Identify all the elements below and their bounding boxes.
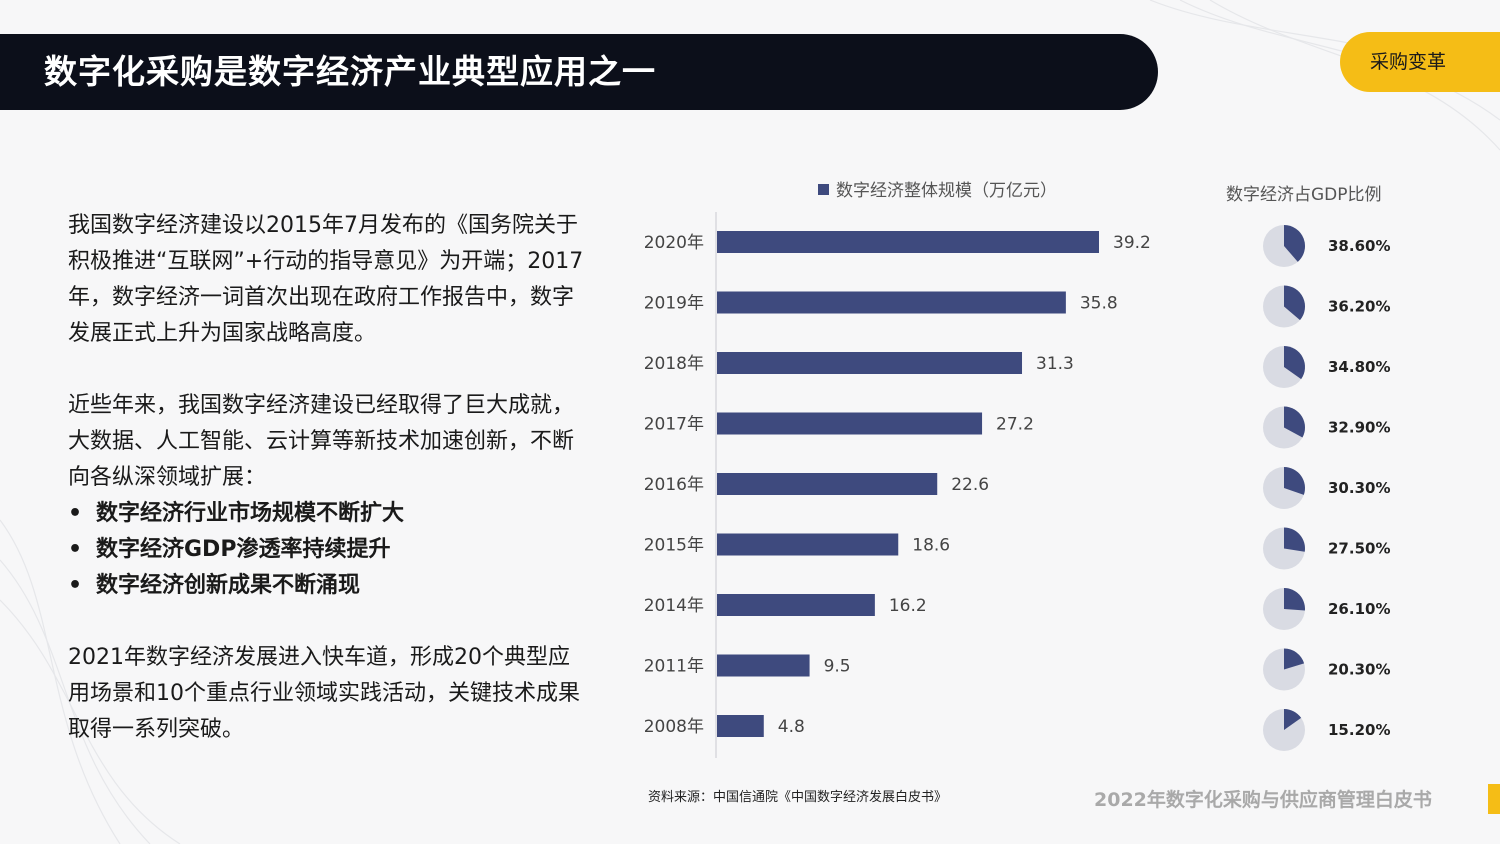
legend-label: 数字经济整体规模（万亿元） [836, 181, 1057, 201]
bullet-item: 数字经济创新成果不断涌现 [68, 568, 588, 604]
bar [717, 594, 875, 616]
pie-value-label: 27.50% [1328, 540, 1390, 558]
source-note: 资料来源：中国信通院《中国数字经济发展白皮书》 [648, 790, 948, 805]
bar [717, 412, 983, 435]
pie-value-label: 38.60% [1328, 237, 1390, 255]
pie-value-label: 32.90% [1328, 419, 1390, 437]
pie-slice [1284, 225, 1306, 262]
economy-scale-chart: 数字经济整体规模（万亿元） 2020年 39.2 2019年 35.8 2018年 31.3… [644, 181, 1390, 758]
pie-slice [1284, 588, 1306, 611]
section-tag: 采购变革 [1340, 32, 1500, 92]
pie-slice [1284, 346, 1305, 380]
bar [717, 715, 764, 737]
pie-value-label: 20.30% [1328, 661, 1390, 679]
y-tick-label: 2017年 [644, 415, 704, 435]
bar [717, 231, 1099, 253]
title-bar [0, 34, 1158, 110]
pie-value-label: 26.10% [1328, 600, 1390, 618]
bar-value-label: 39.2 [1113, 233, 1151, 253]
pie-chart-title: 数字经济占GDP比例 [1226, 185, 1382, 205]
paragraph-2021: 2021年数字经济发展进入快车道，形成20个典型应用场景和10个重点行业领域实践… [68, 645, 580, 742]
bar [717, 654, 810, 677]
bar-value-label: 35.8 [1080, 294, 1118, 314]
page-title: 数字化采购是数字经济产业典型应用之一 [44, 52, 656, 91]
bar [717, 291, 1066, 314]
pie-value-label: 36.20% [1328, 298, 1390, 316]
pie-slice [1284, 285, 1306, 321]
y-tick-label: 2014年 [644, 596, 704, 616]
bar-value-label: 16.2 [889, 596, 927, 616]
pie-slice [1284, 406, 1306, 438]
pie-value-label: 15.20% [1328, 721, 1390, 739]
bar [717, 533, 899, 556]
footer-title: 2022年数字化采购与供应商管理白皮书 [1094, 789, 1432, 811]
bar [717, 473, 938, 495]
bar-value-label: 31.3 [1036, 354, 1074, 374]
pie-slice [1284, 648, 1305, 670]
bullet-item: 数字经济行业市场规模不断扩大 [68, 496, 588, 532]
body-text: 我国数字经济建设以2015年7月发布的《国务院关于积极推进“互联网”+行动的指导… [68, 208, 588, 748]
bar [717, 352, 1023, 374]
bullet-list: 数字经济行业市场规模不断扩大 数字经济GDP渗透率持续提升 数字经济创新成果不断… [68, 496, 588, 604]
bar-value-label: 22.6 [951, 475, 989, 495]
bar-value-label: 9.5 [824, 657, 851, 677]
legend-swatch [818, 184, 829, 195]
paragraph-intro: 我国数字经济建设以2015年7月发布的《国务院关于积极推进“互联网”+行动的指导… [68, 213, 584, 346]
y-tick-label: 2018年 [644, 354, 704, 374]
pie-slice [1284, 527, 1305, 552]
y-tick-label: 2008年 [644, 717, 704, 737]
pie-slice [1284, 467, 1306, 495]
bar-value-label: 18.6 [912, 536, 950, 556]
bar-value-label: 4.8 [778, 717, 805, 737]
bar-value-label: 27.2 [996, 415, 1034, 435]
pie-slice [1284, 709, 1302, 730]
pie-value-label: 30.30% [1328, 479, 1390, 497]
y-tick-label: 2020年 [644, 233, 704, 253]
footer-accent-bar [1488, 784, 1500, 814]
bullet-item: 数字经济GDP渗透率持续提升 [68, 532, 588, 568]
y-tick-label: 2015年 [644, 536, 704, 556]
paragraph-achievements: 近些年来，我国数字经济建设已经取得了巨大成就，大数据、人工智能、云计算等新技术加… [68, 393, 575, 490]
y-tick-label: 2016年 [644, 475, 704, 495]
y-tick-label: 2011年 [644, 657, 704, 677]
pie-value-label: 34.80% [1328, 358, 1390, 376]
y-tick-label: 2019年 [644, 294, 704, 314]
